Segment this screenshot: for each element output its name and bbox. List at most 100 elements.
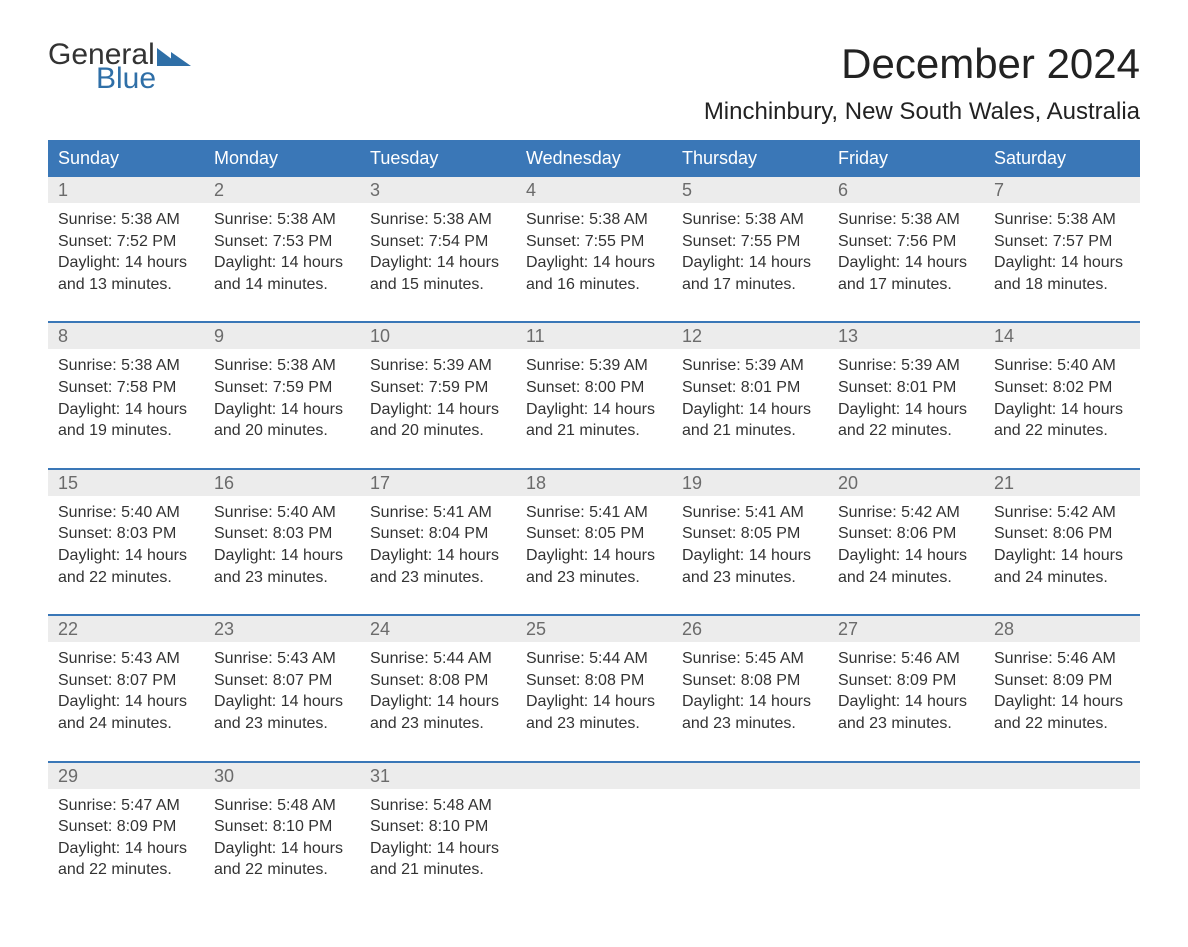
- day-cell: Sunrise: 5:45 AMSunset: 8:08 PMDaylight:…: [672, 642, 828, 742]
- day-header: Wednesday: [516, 140, 672, 177]
- sunset-line: Sunset: 8:06 PM: [838, 523, 974, 545]
- content-row: Sunrise: 5:47 AMSunset: 8:09 PMDaylight:…: [48, 789, 1140, 889]
- day-number: 22: [48, 616, 204, 642]
- day-header: Monday: [204, 140, 360, 177]
- sunrise-line: Sunrise: 5:38 AM: [682, 209, 818, 231]
- sunrise-line: Sunrise: 5:41 AM: [370, 502, 506, 524]
- day-cell: Sunrise: 5:38 AMSunset: 7:55 PMDaylight:…: [516, 203, 672, 303]
- daylight-line-2: and 17 minutes.: [838, 274, 974, 296]
- daylight-line-2: and 22 minutes.: [58, 567, 194, 589]
- sunset-line: Sunset: 8:10 PM: [370, 816, 506, 838]
- daylight-line-2: and 14 minutes.: [214, 274, 350, 296]
- day-cell: Sunrise: 5:43 AMSunset: 8:07 PMDaylight:…: [48, 642, 204, 742]
- sunrise-line: Sunrise: 5:46 AM: [994, 648, 1130, 670]
- day-cell: Sunrise: 5:42 AMSunset: 8:06 PMDaylight:…: [828, 496, 984, 596]
- day-number: 23: [204, 616, 360, 642]
- sunset-line: Sunset: 8:02 PM: [994, 377, 1130, 399]
- daylight-line-1: Daylight: 14 hours: [838, 399, 974, 421]
- daylight-line-2: and 21 minutes.: [682, 420, 818, 442]
- day-cell: Sunrise: 5:39 AMSunset: 7:59 PMDaylight:…: [360, 349, 516, 449]
- sunset-line: Sunset: 7:56 PM: [838, 231, 974, 253]
- daylight-line-2: and 23 minutes.: [682, 713, 818, 735]
- sunrise-line: Sunrise: 5:42 AM: [838, 502, 974, 524]
- daylight-line-2: and 22 minutes.: [214, 859, 350, 881]
- daylight-line-1: Daylight: 14 hours: [994, 252, 1130, 274]
- sunset-line: Sunset: 7:59 PM: [370, 377, 506, 399]
- day-number: 17: [360, 470, 516, 496]
- day-cell: Sunrise: 5:48 AMSunset: 8:10 PMDaylight:…: [204, 789, 360, 889]
- daylight-line-1: Daylight: 14 hours: [370, 399, 506, 421]
- daylight-line-2: and 17 minutes.: [682, 274, 818, 296]
- daylight-line-1: Daylight: 14 hours: [370, 838, 506, 860]
- calendar: SundayMondayTuesdayWednesdayThursdayFrid…: [48, 140, 1140, 889]
- sunset-line: Sunset: 8:05 PM: [682, 523, 818, 545]
- sunrise-line: Sunrise: 5:39 AM: [838, 355, 974, 377]
- day-number: 30: [204, 763, 360, 789]
- daylight-line-1: Daylight: 14 hours: [58, 252, 194, 274]
- day-number: 11: [516, 323, 672, 349]
- sunset-line: Sunset: 8:03 PM: [58, 523, 194, 545]
- day-number: 8: [48, 323, 204, 349]
- calendar-week: 293031Sunrise: 5:47 AMSunset: 8:09 PMDay…: [48, 761, 1140, 889]
- sunrise-line: Sunrise: 5:41 AM: [526, 502, 662, 524]
- day-number: 16: [204, 470, 360, 496]
- sunrise-line: Sunrise: 5:40 AM: [58, 502, 194, 524]
- day-number: [984, 763, 1140, 789]
- day-cell: Sunrise: 5:39 AMSunset: 8:01 PMDaylight:…: [828, 349, 984, 449]
- day-cell: [984, 789, 1140, 889]
- day-number: 13: [828, 323, 984, 349]
- daylight-line-1: Daylight: 14 hours: [682, 399, 818, 421]
- day-cell: Sunrise: 5:42 AMSunset: 8:06 PMDaylight:…: [984, 496, 1140, 596]
- daynum-row: 293031: [48, 763, 1140, 789]
- daylight-line-1: Daylight: 14 hours: [370, 252, 506, 274]
- daylight-line-1: Daylight: 14 hours: [214, 838, 350, 860]
- day-header: Thursday: [672, 140, 828, 177]
- day-cell: Sunrise: 5:39 AMSunset: 8:00 PMDaylight:…: [516, 349, 672, 449]
- day-number: 20: [828, 470, 984, 496]
- sunset-line: Sunset: 8:06 PM: [994, 523, 1130, 545]
- day-number: 31: [360, 763, 516, 789]
- sunset-line: Sunset: 8:00 PM: [526, 377, 662, 399]
- day-number: 5: [672, 177, 828, 203]
- daylight-line-1: Daylight: 14 hours: [682, 691, 818, 713]
- calendar-week: 22232425262728Sunrise: 5:43 AMSunset: 8:…: [48, 614, 1140, 742]
- daylight-line-1: Daylight: 14 hours: [58, 691, 194, 713]
- sunrise-line: Sunrise: 5:45 AM: [682, 648, 818, 670]
- sunset-line: Sunset: 8:07 PM: [214, 670, 350, 692]
- sunset-line: Sunset: 8:08 PM: [682, 670, 818, 692]
- content-row: Sunrise: 5:38 AMSunset: 7:52 PMDaylight:…: [48, 203, 1140, 303]
- daylight-line-2: and 24 minutes.: [994, 567, 1130, 589]
- sunset-line: Sunset: 8:01 PM: [682, 377, 818, 399]
- day-cell: Sunrise: 5:40 AMSunset: 8:02 PMDaylight:…: [984, 349, 1140, 449]
- day-number: 18: [516, 470, 672, 496]
- sunrise-line: Sunrise: 5:39 AM: [526, 355, 662, 377]
- daylight-line-2: and 24 minutes.: [58, 713, 194, 735]
- day-number: 2: [204, 177, 360, 203]
- daylight-line-2: and 23 minutes.: [214, 567, 350, 589]
- sunrise-line: Sunrise: 5:39 AM: [682, 355, 818, 377]
- daylight-line-1: Daylight: 14 hours: [838, 545, 974, 567]
- daylight-line-2: and 23 minutes.: [370, 713, 506, 735]
- daylight-line-1: Daylight: 14 hours: [526, 252, 662, 274]
- sunrise-line: Sunrise: 5:44 AM: [526, 648, 662, 670]
- day-number: 3: [360, 177, 516, 203]
- sunrise-line: Sunrise: 5:48 AM: [214, 795, 350, 817]
- daylight-line-2: and 23 minutes.: [838, 713, 974, 735]
- daylight-line-1: Daylight: 14 hours: [526, 545, 662, 567]
- day-cell: [828, 789, 984, 889]
- day-number: 27: [828, 616, 984, 642]
- day-number: 6: [828, 177, 984, 203]
- day-cell: Sunrise: 5:38 AMSunset: 7:55 PMDaylight:…: [672, 203, 828, 303]
- daylight-line-1: Daylight: 14 hours: [214, 545, 350, 567]
- day-cell: Sunrise: 5:41 AMSunset: 8:04 PMDaylight:…: [360, 496, 516, 596]
- daylight-line-2: and 18 minutes.: [994, 274, 1130, 296]
- day-cell: Sunrise: 5:38 AMSunset: 7:56 PMDaylight:…: [828, 203, 984, 303]
- sunset-line: Sunset: 7:57 PM: [994, 231, 1130, 253]
- sunset-line: Sunset: 7:55 PM: [526, 231, 662, 253]
- day-cell: Sunrise: 5:44 AMSunset: 8:08 PMDaylight:…: [360, 642, 516, 742]
- daylight-line-2: and 20 minutes.: [214, 420, 350, 442]
- daylight-line-2: and 16 minutes.: [526, 274, 662, 296]
- content-row: Sunrise: 5:43 AMSunset: 8:07 PM Daylight:…: [48, 642, 1140, 742]
- sunrise-line: Sunrise: 5:43 AM: [214, 648, 350, 670]
- sunrise-line: Sunrise: 5:46 AM: [838, 648, 974, 670]
